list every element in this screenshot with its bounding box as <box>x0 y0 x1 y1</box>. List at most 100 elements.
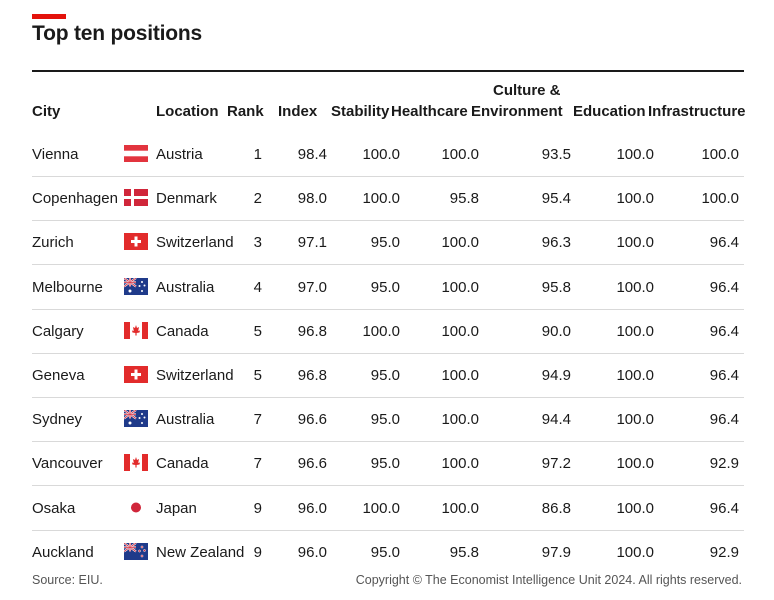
cell-healthcare: 100.0 <box>441 411 479 429</box>
row-divider <box>32 176 744 177</box>
row-divider <box>32 308 744 310</box>
cell-city: Geneva <box>32 367 85 384</box>
cell-culture: 94.4 <box>541 411 571 429</box>
cell-infrastructure: 96.4 <box>709 322 739 340</box>
cell-infrastructure: 96.4 <box>709 411 739 429</box>
cell-culture: 96.3 <box>541 234 571 252</box>
cell-culture: 86.8 <box>541 499 571 517</box>
row-divider <box>32 441 744 443</box>
cell-infrastructure: 96.4 <box>709 278 739 296</box>
cell-stability: 95.0 <box>370 234 400 252</box>
switzerland-flag-icon <box>124 366 148 383</box>
cell-stability: 95.0 <box>370 411 400 429</box>
cell-education: 100.0 <box>616 146 654 163</box>
cell-location: Austria <box>156 146 203 163</box>
cell-education: 100.0 <box>616 455 654 473</box>
cell-education: 100.0 <box>616 499 654 517</box>
cell-education: 100.0 <box>616 278 654 296</box>
denmark-flag-icon <box>124 189 148 207</box>
cell-location: Switzerland <box>156 234 234 252</box>
cell-index: 96.6 <box>297 455 327 473</box>
cell-education: 100.0 <box>616 322 654 340</box>
cell-infrastructure: 96.4 <box>709 499 739 517</box>
cell-index: 96.8 <box>297 367 327 384</box>
cell-culture: 95.8 <box>541 278 571 296</box>
cell-index: 98.4 <box>297 146 327 163</box>
cell-rank: 9 <box>253 499 262 517</box>
cell-education: 100.0 <box>616 411 654 429</box>
cell-infrastructure: 92.9 <box>709 455 739 473</box>
table-row: Vienna Austria 1 98.4 100.0 100.0 93.5 100.0 100… <box>32 133 744 177</box>
cell-index: 98.0 <box>297 190 327 208</box>
cell-index: 96.8 <box>297 322 327 340</box>
cell-stability: 100.0 <box>362 499 400 517</box>
cell-location: Canada <box>156 322 209 340</box>
cell-city: Auckland <box>32 543 94 561</box>
new-zealand-flag-icon <box>124 542 148 560</box>
header-infrastructure: Infrastructure <box>648 103 746 120</box>
cell-healthcare: 100.0 <box>441 278 479 296</box>
cell-healthcare: 95.8 <box>449 190 479 208</box>
header-location: Location <box>156 103 219 120</box>
table-row: Auckland New Zealand 9 96.0 95.0 95.8 97.9 100.… <box>32 531 744 575</box>
header-rule <box>32 70 744 72</box>
cell-rank: 7 <box>253 411 262 429</box>
cell-infrastructure: 92.9 <box>709 543 739 561</box>
cell-city: Calgary <box>32 322 84 340</box>
accent-bar <box>32 14 66 19</box>
cell-rank: 3 <box>253 234 262 252</box>
cell-location: Switzerland <box>156 367 234 384</box>
cell-education: 100.0 <box>616 543 654 561</box>
cell-healthcare: 100.0 <box>441 499 479 517</box>
cell-culture: 93.5 <box>541 146 571 163</box>
cell-rank: 2 <box>253 190 262 208</box>
cell-city: Osaka <box>32 499 76 517</box>
cell-location: Canada <box>156 455 209 473</box>
canada-flag-icon <box>124 454 148 472</box>
cell-culture: 94.9 <box>541 367 571 384</box>
table-row: Sydney Australia 7 96.6 95.0 100.0 94.4 100.0 96… <box>32 398 744 443</box>
cell-healthcare: 100.0 <box>441 455 479 473</box>
row-divider <box>32 397 744 398</box>
cell-rank: 9 <box>253 543 262 561</box>
cell-rank: 5 <box>253 322 262 340</box>
header-education: Education <box>573 103 646 120</box>
table-row: Copenhagen Denmark 2 98.0 100.0 95.8 95.4 100.0… <box>32 177 744 222</box>
australia-flag-icon <box>124 410 148 428</box>
cell-infrastructure: 100.0 <box>701 190 739 208</box>
cell-rank: 5 <box>253 367 262 384</box>
cell-culture: 95.4 <box>541 190 571 208</box>
header-rank: Rank <box>227 103 264 120</box>
cell-location: Australia <box>156 411 215 429</box>
cell-culture: 97.2 <box>541 455 571 473</box>
cell-index: 96.6 <box>297 411 327 429</box>
cell-stability: 95.0 <box>370 278 400 296</box>
cell-healthcare: 95.8 <box>449 543 479 561</box>
cell-location: Japan <box>156 499 197 517</box>
cell-rank: 1 <box>253 146 262 163</box>
cell-city: Vienna <box>32 146 79 163</box>
cell-infrastructure: 96.4 <box>709 234 739 252</box>
cell-stability: 100.0 <box>362 322 400 340</box>
table-row: Zurich Switzerland 3 97.1 95.0 100.0 96.3 100.0… <box>32 221 744 266</box>
cell-stability: 95.0 <box>370 367 400 384</box>
canada-flag-icon <box>124 321 148 339</box>
cell-stability: 95.0 <box>370 455 400 473</box>
header-index: Index <box>278 103 318 120</box>
cell-index: 97.1 <box>297 234 327 252</box>
cell-stability: 100.0 <box>362 190 400 208</box>
cell-education: 100.0 <box>616 190 654 208</box>
table-row: Osaka Japan 9 96.0 100.0 100.0 86.8 100.0 96.4 <box>32 487 744 531</box>
austria-flag-icon <box>124 145 148 162</box>
row-divider <box>32 220 744 222</box>
table-row: Geneva Switzerland 5 96.8 95.0 100.0 94.9 100.0… <box>32 354 744 398</box>
table-row: Calgary Canada 5 96.8 100.0 100.0 90.0 100.0 96.… <box>32 310 744 354</box>
header-culture-line1: Culture & <box>493 82 561 99</box>
cell-healthcare: 100.0 <box>441 146 479 163</box>
cell-location: Australia <box>156 278 215 296</box>
cell-culture: 97.9 <box>541 543 571 561</box>
japan-flag-icon <box>124 498 148 516</box>
cell-index: 97.0 <box>297 278 327 296</box>
header-healthcare: Healthcare <box>391 103 468 120</box>
switzerland-flag-icon <box>124 233 148 251</box>
